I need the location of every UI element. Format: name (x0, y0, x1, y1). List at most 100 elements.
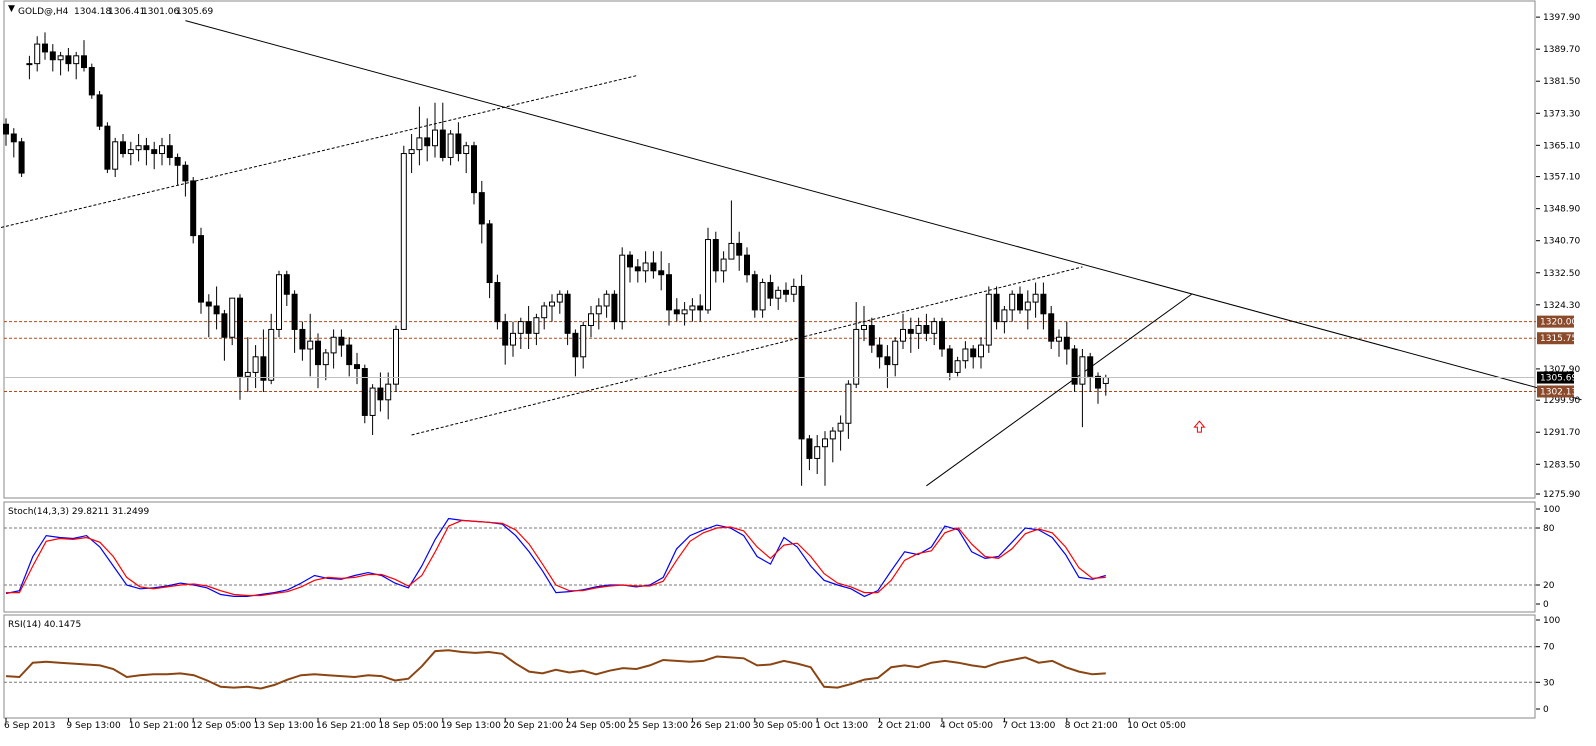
time-tick-label: 1 Oct 13:00 (815, 721, 868, 731)
candle (1056, 329, 1062, 357)
candle (1048, 305, 1055, 349)
candle-body (432, 129, 438, 147)
price-tick-label: 1324.30 (1543, 301, 1580, 311)
candle-body (634, 266, 641, 272)
candle (408, 133, 415, 174)
candle-body (42, 43, 48, 53)
candle (915, 317, 922, 349)
candle-body (588, 313, 594, 327)
candle-body (3, 123, 9, 135)
candle (73, 51, 80, 80)
candle (588, 305, 594, 338)
candle-body (502, 321, 509, 346)
candle-body (252, 356, 259, 373)
candle-body (673, 309, 680, 315)
candle-body (447, 133, 454, 158)
stoch-line-d (6, 519, 1106, 597)
time-tick-label: 13 Sep 13:00 (254, 721, 314, 731)
candle (549, 294, 555, 322)
candle (978, 337, 984, 369)
candle (517, 317, 524, 349)
candle-body (143, 145, 150, 151)
candle-body (463, 145, 470, 155)
candle (845, 380, 852, 439)
candle (283, 270, 290, 306)
stoch-tick-label: 0 (1543, 600, 1549, 610)
time-tick-label: 20 Sep 21:00 (503, 721, 563, 731)
candle (361, 364, 368, 424)
candle-body (541, 305, 548, 319)
candle-body (619, 254, 626, 323)
candle-body (88, 67, 95, 96)
ohlc-close: 1305.69 (176, 7, 213, 17)
trendline (185, 20, 1582, 401)
candle (416, 106, 423, 166)
candle-body (900, 328, 906, 342)
candle-body (291, 293, 298, 330)
candle (603, 290, 610, 318)
candle-body (205, 301, 212, 307)
candle (525, 305, 532, 349)
candle (338, 329, 345, 357)
candle-body (517, 321, 524, 334)
candle (104, 122, 111, 174)
up-arrow-icon (1193, 420, 1206, 433)
candle-body (213, 305, 220, 315)
candle-body (705, 239, 711, 311)
candle (1087, 352, 1094, 392)
candle (42, 32, 48, 60)
level-tag (1537, 385, 1574, 398)
candle-body (1087, 356, 1094, 377)
candle (595, 298, 602, 330)
stoch-tick-label: 80 (1543, 524, 1555, 534)
candle-body (783, 289, 789, 295)
candle-body (712, 239, 719, 272)
rsi-panel[interactable] (3, 614, 1536, 719)
candle (666, 262, 672, 326)
candle-body (283, 274, 290, 295)
stoch-title: Stoch(14,3,3) 29.8211 31.2499 (8, 507, 149, 517)
candle (34, 36, 41, 72)
candle-body (861, 325, 867, 330)
candle (369, 384, 376, 435)
candle (244, 337, 251, 392)
price-tick-label: 1299.90 (1543, 396, 1580, 406)
candle (868, 317, 875, 353)
time-tick-label: 16 Sep 21:00 (316, 721, 376, 731)
time-tick-label: 30 Sep 05:00 (753, 721, 813, 731)
candle (705, 227, 711, 314)
candle-body (361, 368, 368, 416)
time-tick-label: 7 Oct 13:00 (1002, 721, 1055, 731)
candle (611, 290, 618, 330)
candle (276, 270, 282, 338)
price-panel[interactable] (3, 0, 1536, 499)
candle-body (978, 344, 984, 358)
candle-body (611, 293, 618, 323)
candle (751, 270, 758, 318)
candle (190, 176, 197, 244)
candle-body (1032, 293, 1039, 303)
candle-body (120, 141, 126, 155)
candle-body (751, 274, 758, 311)
candle-body (650, 262, 657, 272)
candle (166, 133, 173, 166)
time-tick-label: 26 Sep 21:00 (690, 721, 750, 731)
candle (400, 145, 407, 330)
candle (580, 321, 587, 369)
candle (198, 227, 204, 314)
candle (1040, 282, 1047, 330)
candle (65, 47, 72, 72)
level-tag (1537, 332, 1574, 345)
candle-body (439, 129, 446, 158)
candle-body (268, 328, 275, 381)
candle (681, 302, 688, 326)
time-tick-label: 4 Oct 05:00 (940, 721, 993, 731)
candle-body (876, 344, 883, 358)
candle-body (455, 133, 462, 155)
candle (572, 329, 579, 377)
price-tick-label: 1291.70 (1543, 428, 1580, 438)
time-tick-label: 6 Sep 2013 (4, 721, 55, 731)
candle-body (18, 141, 25, 174)
candle-body (993, 293, 1000, 323)
